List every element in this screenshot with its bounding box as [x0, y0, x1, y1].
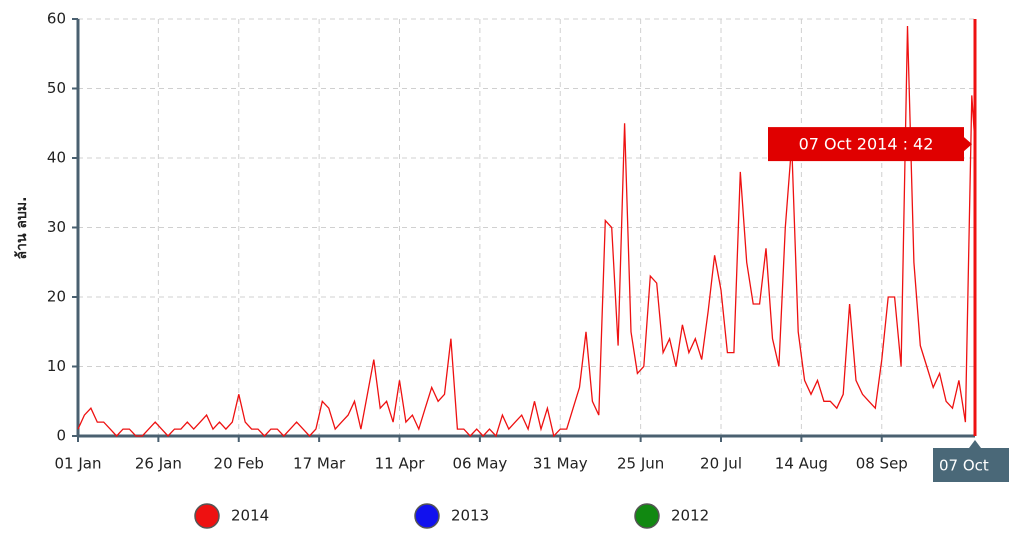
legend-label: 2012	[671, 507, 709, 525]
y-tick-label: 50	[47, 79, 66, 97]
x-tick-label: 14 Aug	[775, 455, 828, 473]
y-tick-label: 20	[47, 288, 66, 306]
legend-label: 2013	[451, 507, 489, 525]
data-line	[77, 25, 976, 438]
y-tick-label: 30	[47, 218, 66, 236]
legend-label: 2014	[231, 507, 269, 525]
x-tick-label: 17 Mar	[293, 455, 346, 473]
x-tick-label: 20 Feb	[214, 455, 264, 473]
x-tick-label: 11 Apr	[375, 455, 426, 473]
x-tick-label: 31 May	[533, 455, 588, 473]
legend-marker	[414, 503, 440, 529]
y-tick-label: 0	[56, 427, 66, 445]
y-tick-label: 10	[47, 357, 66, 375]
legend-marker	[194, 503, 220, 529]
x-highlight-label: 07 Oct	[939, 457, 989, 475]
x-tick-label: 01 Jan	[55, 455, 102, 473]
y-tick-label: 40	[47, 149, 66, 167]
x-tick-label: 20 Jul	[700, 455, 742, 473]
legend-marker	[634, 503, 660, 529]
x-highlight-arrow	[969, 440, 981, 448]
y-tick-label: 60	[47, 10, 66, 28]
tooltip-box	[768, 127, 964, 162]
tooltip-text: 07 Oct 2014 : 42	[799, 135, 934, 154]
x-tick-label: 26 Jan	[135, 455, 182, 473]
y-axis-label: ล้าน ลบม.	[14, 197, 30, 260]
x-tick-label: 06 May	[452, 455, 507, 473]
x-highlight-box	[933, 448, 1009, 482]
x-tick-label: 08 Sep	[856, 455, 908, 473]
tooltip-arrow	[964, 137, 972, 152]
x-tick-label: 25 Jun	[617, 455, 664, 473]
